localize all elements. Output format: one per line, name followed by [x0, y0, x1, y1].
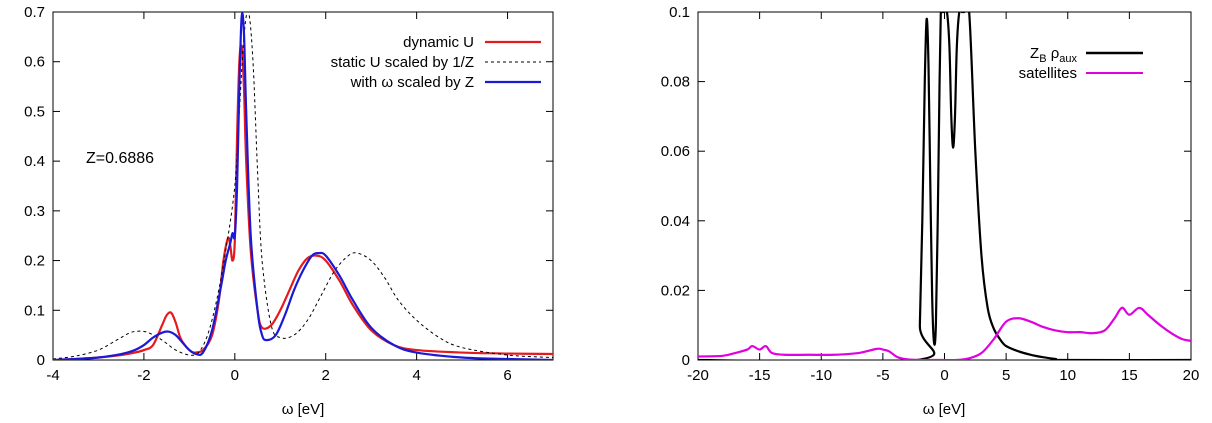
right-ytick-label: 0.02 [661, 282, 690, 299]
right-xtick-label: -10 [810, 367, 832, 384]
legend-zb-sub: B [1039, 53, 1046, 65]
legend-label-omega-scaled: with ω scaled by Z [350, 74, 474, 91]
right-x-axis-label: ω [eV] [923, 401, 966, 418]
left-ytick-label: 0.6 [24, 54, 45, 71]
right-series-line-1 [698, 306, 1191, 360]
legend-zb-main: Z [1030, 45, 1039, 62]
right-ytick-label: 0.06 [661, 143, 690, 160]
right-series-group [698, 12, 1191, 360]
left-xtick-label: -2 [137, 367, 150, 384]
left-xtick-label: 0 [231, 367, 239, 384]
left-xtick-label: -4 [46, 367, 59, 384]
left-ytick-label: 0.3 [24, 203, 45, 220]
right-ytick-label: 0.1 [669, 4, 690, 21]
left-x-axis-label: ω [eV] [282, 401, 325, 418]
left-ticks: -4 -2 0 2 4 6 0 0.1 0.2 0.3 0.4 0.5 0.6 0.7 [24, 4, 553, 384]
right-xtick-label: -5 [876, 367, 889, 384]
left-ytick-label: 0 [37, 352, 45, 369]
right-xtick-label: 0 [940, 367, 948, 384]
legend-aux-sub: aux [1059, 53, 1077, 65]
left-ytick-label: 0.5 [24, 103, 45, 120]
left-ytick-label: 0.7 [24, 4, 45, 21]
legend-rho: ρ [1047, 45, 1060, 62]
right-ytick-label: 0.08 [661, 74, 690, 91]
right-ytick-label: 0.04 [661, 213, 690, 230]
left-series-line-2 [53, 12, 553, 360]
right-ticks: -20 -15 -10 -5 0 5 10 15 20 0 0.02 0.04 0.06 0.08 0.1 [661, 4, 1200, 384]
left-series-line-1 [53, 12, 553, 360]
left-series-group [53, 12, 553, 360]
left-chart: -4 -2 0 2 4 6 0 0.1 0.2 0.3 0.4 0.5 0.6 0.7 ω [eV] Z=… [24, 4, 554, 418]
left-legend: dynamic U static U scaled by 1/Z with ω … [331, 34, 541, 91]
legend-label-dynamic-u: dynamic U [403, 34, 474, 51]
left-ytick-label: 0.4 [24, 153, 45, 170]
legend-label-satellites: satellites [1019, 65, 1077, 82]
right-plot-frame [697, 11, 1192, 361]
right-xtick-label: 20 [1183, 367, 1200, 384]
left-xtick-label: 2 [322, 367, 330, 384]
left-series-line-0 [53, 44, 553, 360]
left-xtick-label: 4 [412, 367, 420, 384]
left-ytick-label: 0.1 [24, 302, 45, 319]
left-plot-frame [52, 11, 554, 361]
right-chart: -20 -15 -10 -5 0 5 10 15 2000.020.040.060.080.1 … [661, 4, 1200, 418]
left-xtick-label: 6 [503, 367, 511, 384]
right-xtick-label: -20 [687, 367, 709, 384]
right-xtick-label: 15 [1121, 367, 1138, 384]
legend-label-static-u: static U scaled by 1/Z [331, 54, 474, 71]
right-xtick-label: -15 [749, 367, 771, 384]
left-annotation-z: Z=0.6886 [86, 150, 154, 167]
right-series-line-0 [698, 12, 1191, 360]
right-xtick-label: 5 [1002, 367, 1010, 384]
legend-label-zb-rho-aux: ZB ρaux [1030, 45, 1077, 65]
left-ytick-label: 0.2 [24, 253, 45, 270]
right-ytick-label: 0 [682, 352, 690, 369]
right-xtick-label: 10 [1059, 367, 1076, 384]
right-legend: ZB ρaux satellites [1019, 45, 1143, 82]
